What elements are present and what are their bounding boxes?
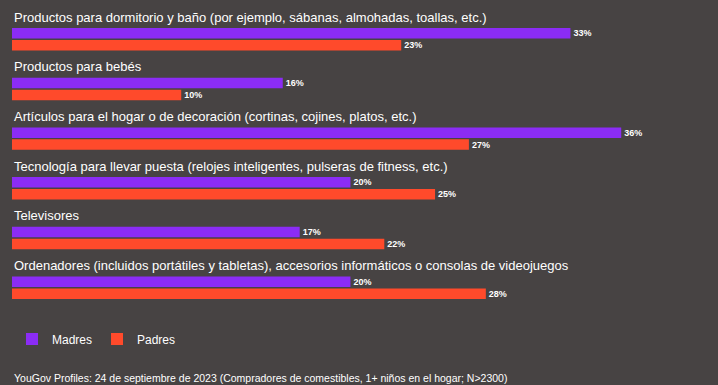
svg-text:27%: 27% bbox=[472, 140, 490, 150]
svg-text:Productos para bebés: Productos para bebés bbox=[14, 59, 142, 74]
svg-text:Padres: Padres bbox=[137, 333, 175, 347]
svg-text:17%: 17% bbox=[303, 227, 321, 237]
svg-text:28%: 28% bbox=[489, 289, 507, 299]
svg-text:20%: 20% bbox=[353, 277, 371, 287]
svg-text:16%: 16% bbox=[286, 78, 304, 88]
svg-text:33%: 33% bbox=[573, 28, 591, 38]
svg-text:20%: 20% bbox=[353, 177, 371, 187]
svg-text:Tecnología para llevar puesta: Tecnología para llevar puesta (relojes i… bbox=[14, 159, 448, 174]
svg-text:36%: 36% bbox=[624, 128, 642, 138]
svg-text:Productos para dormitorio y ba: Productos para dormitorio y baño (por ej… bbox=[14, 10, 487, 25]
svg-text:Televisores: Televisores bbox=[14, 208, 80, 223]
svg-text:22%: 22% bbox=[387, 239, 405, 249]
svg-text:25%: 25% bbox=[438, 189, 456, 199]
svg-text:Ordenadores (incluidos portáti: Ordenadores (incluidos portátiles y tabl… bbox=[14, 258, 569, 273]
svg-text:Madres: Madres bbox=[52, 333, 92, 347]
svg-text:10%: 10% bbox=[184, 90, 202, 100]
svg-text:Artículos para el hogar o de d: Artículos para el hogar o de decoración … bbox=[14, 109, 417, 124]
svg-text:23%: 23% bbox=[404, 40, 422, 50]
svg-text:YouGov Profiles: 24 de septiem: YouGov Profiles: 24 de septiembre de 202… bbox=[14, 372, 507, 384]
